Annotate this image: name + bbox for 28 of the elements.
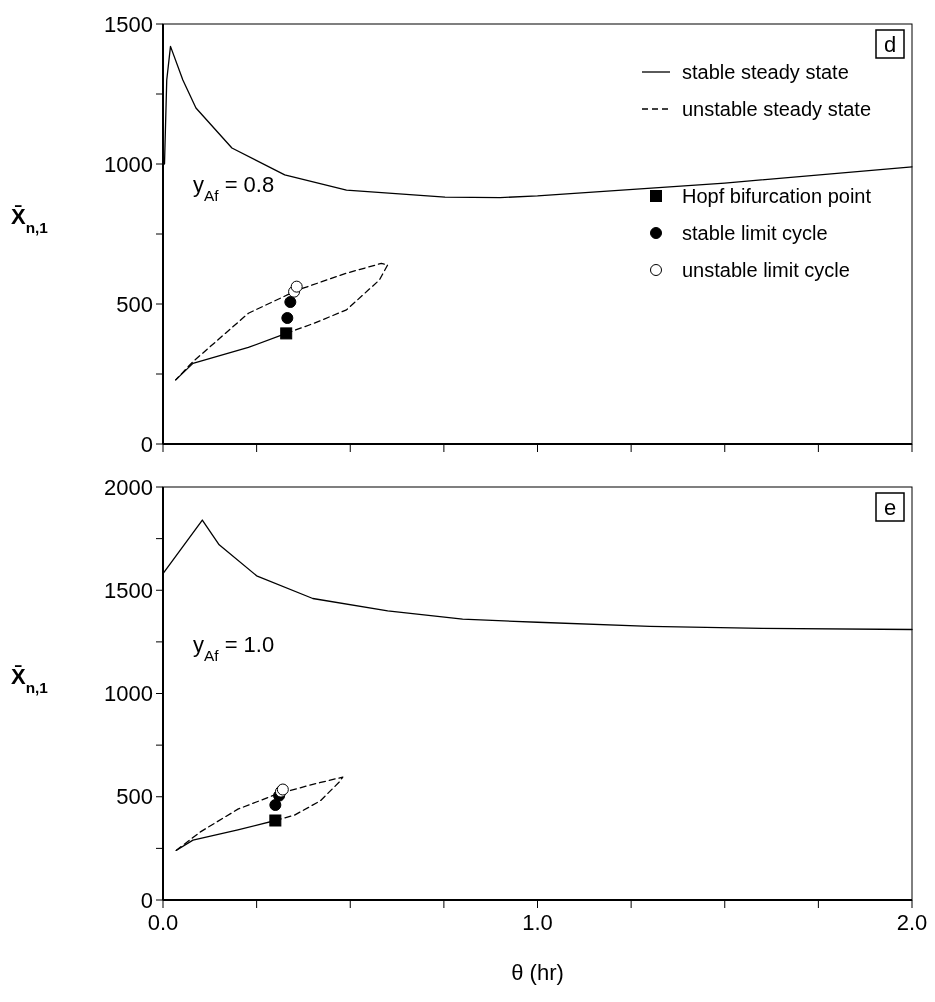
y-axis-title: X̄$_{n,1}$ [11, 663, 49, 695]
legend-label: stable limit cycle [682, 222, 828, 244]
y-tick-label: 1000 [104, 151, 153, 177]
y-tick-label: 1000 [104, 681, 153, 707]
annotation: y$_{Af}$ = 1.0 [193, 632, 275, 664]
legend-label: unstable steady state [682, 98, 872, 120]
y-tick-label: 0 [140, 431, 153, 457]
x-tick-label: 2.0 [896, 910, 928, 935]
y-tick-label: 500 [116, 291, 153, 317]
annotation: e [883, 495, 897, 520]
x-axis-title: θ (hr) [511, 960, 564, 985]
legend-label: Hopf bifurcation point [682, 185, 872, 207]
x-tick-label: 1.0 [522, 910, 553, 935]
legend-label: stable steady state [682, 61, 849, 83]
x-tick-label: 0.0 [147, 910, 179, 935]
legend-label: unstable limit cycle [682, 259, 850, 281]
point [281, 312, 294, 324]
y-tick-label: 2000 [104, 474, 153, 500]
point [284, 296, 297, 309]
point [280, 327, 293, 340]
point [290, 280, 303, 293]
y-tick-label: 1500 [104, 577, 153, 603]
y-tick-label: 0 [140, 887, 153, 913]
y-tick-label: 500 [116, 784, 153, 810]
annotation: d [883, 32, 897, 57]
y-axis-title: X̄$_{n,1}$ [11, 204, 49, 236]
y-tick-label: 1500 [104, 11, 153, 37]
annotation: y$_{Af}$ = 0.8 [193, 172, 275, 204]
